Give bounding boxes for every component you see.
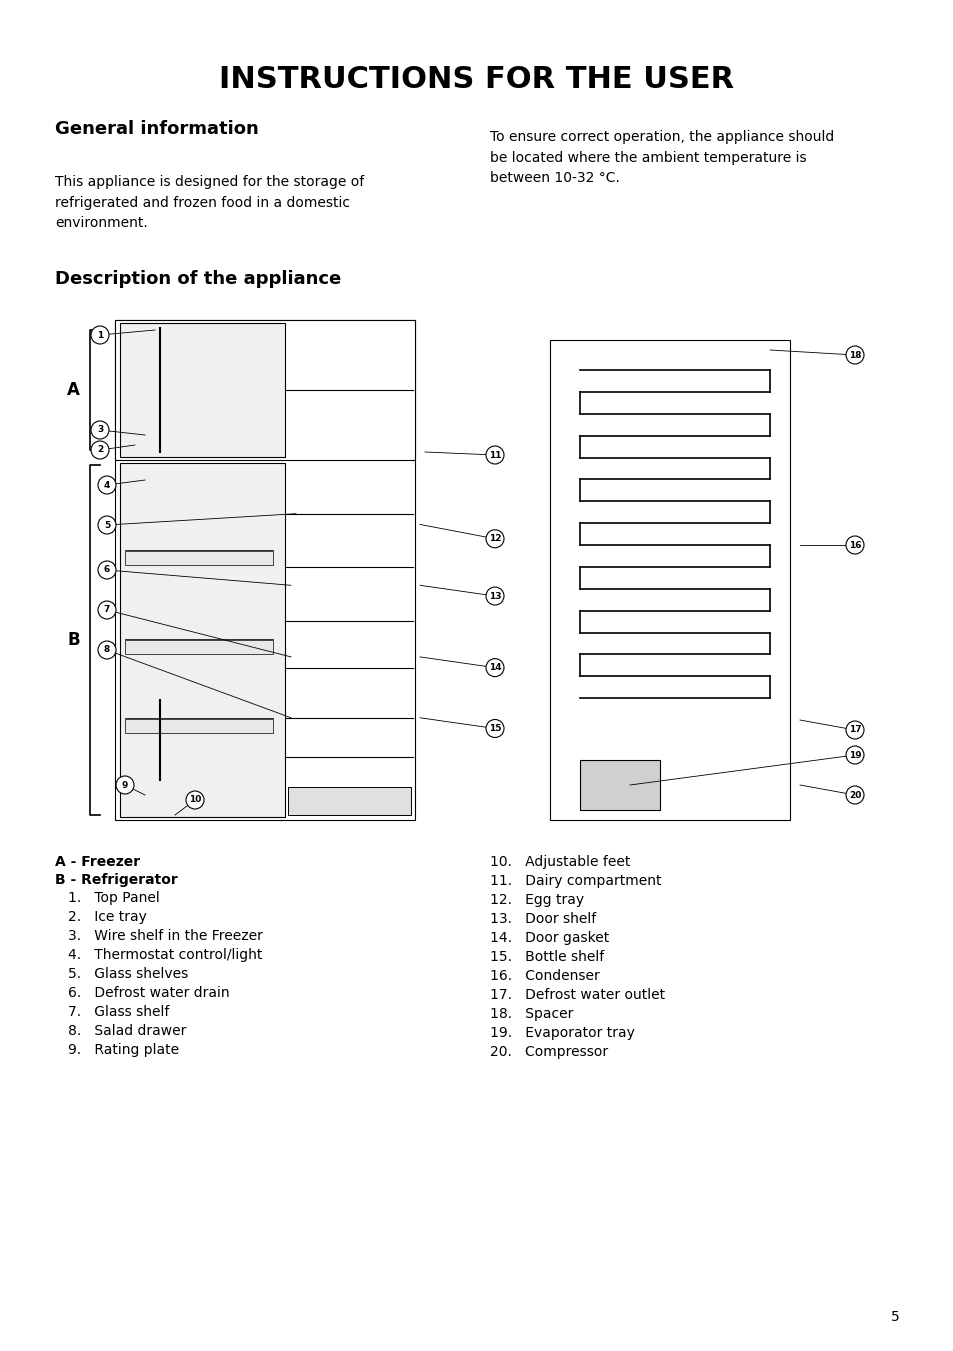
Circle shape xyxy=(485,530,503,547)
Text: 19.   Evaporator tray: 19. Evaporator tray xyxy=(490,1025,634,1040)
Circle shape xyxy=(91,440,109,459)
Text: 2.   Ice tray: 2. Ice tray xyxy=(68,911,147,924)
Text: B - Refrigerator: B - Refrigerator xyxy=(55,873,177,888)
Text: General information: General information xyxy=(55,120,258,138)
Text: 19: 19 xyxy=(848,751,861,759)
Text: 16.   Condenser: 16. Condenser xyxy=(490,969,599,984)
Text: 7: 7 xyxy=(104,605,111,615)
Text: 4: 4 xyxy=(104,481,111,489)
Bar xyxy=(125,550,273,565)
Circle shape xyxy=(845,786,863,804)
Text: 14.   Door gasket: 14. Door gasket xyxy=(490,931,609,944)
Text: To ensure correct operation, the appliance should
be located where the ambient t: To ensure correct operation, the applian… xyxy=(490,130,833,185)
Bar xyxy=(120,323,285,457)
Text: 4.   Thermostat control/light: 4. Thermostat control/light xyxy=(68,948,262,962)
Text: A - Freezer: A - Freezer xyxy=(55,855,140,869)
Text: 20.   Compressor: 20. Compressor xyxy=(490,1046,607,1059)
Text: 13.   Door shelf: 13. Door shelf xyxy=(490,912,596,925)
Bar xyxy=(125,640,273,654)
Text: 20: 20 xyxy=(848,790,861,800)
Text: 8.   Salad drawer: 8. Salad drawer xyxy=(68,1024,186,1038)
Text: 10: 10 xyxy=(189,796,201,804)
Text: 10.   Adjustable feet: 10. Adjustable feet xyxy=(490,855,630,869)
Bar xyxy=(579,761,659,811)
Text: 2: 2 xyxy=(97,446,103,454)
Text: 17: 17 xyxy=(848,725,861,735)
Bar xyxy=(550,340,789,820)
Text: This appliance is designed for the storage of
refrigerated and frozen food in a : This appliance is designed for the stora… xyxy=(55,176,364,230)
Text: B: B xyxy=(68,631,80,648)
Text: 16: 16 xyxy=(848,540,861,550)
Circle shape xyxy=(116,775,133,794)
Circle shape xyxy=(98,640,116,659)
Circle shape xyxy=(485,720,503,738)
Text: 5: 5 xyxy=(890,1310,899,1324)
Text: 15.   Bottle shelf: 15. Bottle shelf xyxy=(490,950,603,965)
Text: 13: 13 xyxy=(488,592,500,601)
Circle shape xyxy=(845,746,863,765)
Circle shape xyxy=(845,536,863,554)
Text: A: A xyxy=(67,381,80,399)
Bar xyxy=(125,719,273,732)
Circle shape xyxy=(98,476,116,494)
Text: 7.   Glass shelf: 7. Glass shelf xyxy=(68,1005,170,1019)
Circle shape xyxy=(98,561,116,580)
Text: 18: 18 xyxy=(848,350,861,359)
Circle shape xyxy=(91,422,109,439)
Bar xyxy=(115,320,415,820)
Text: 5.   Glass shelves: 5. Glass shelves xyxy=(68,967,188,981)
Text: 12: 12 xyxy=(488,534,500,543)
Bar xyxy=(115,320,415,459)
Circle shape xyxy=(845,721,863,739)
Text: 1: 1 xyxy=(97,331,103,339)
Circle shape xyxy=(485,446,503,463)
Circle shape xyxy=(485,588,503,605)
Circle shape xyxy=(91,326,109,345)
Text: 5: 5 xyxy=(104,520,110,530)
Text: 6: 6 xyxy=(104,566,110,574)
Bar xyxy=(120,463,285,817)
Text: 12.   Egg tray: 12. Egg tray xyxy=(490,893,583,907)
Text: 6.   Defrost water drain: 6. Defrost water drain xyxy=(68,986,230,1000)
Circle shape xyxy=(845,346,863,363)
Circle shape xyxy=(98,516,116,534)
Text: INSTRUCTIONS FOR THE USER: INSTRUCTIONS FOR THE USER xyxy=(219,65,734,95)
Circle shape xyxy=(485,659,503,677)
Text: 8: 8 xyxy=(104,646,110,654)
Text: 9: 9 xyxy=(122,781,128,789)
Text: 14: 14 xyxy=(488,663,500,673)
Text: 15: 15 xyxy=(488,724,500,734)
Text: 18.   Spacer: 18. Spacer xyxy=(490,1006,573,1021)
Text: Description of the appliance: Description of the appliance xyxy=(55,270,341,288)
Text: 9.   Rating plate: 9. Rating plate xyxy=(68,1043,179,1056)
Circle shape xyxy=(186,790,204,809)
Text: 1.   Top Panel: 1. Top Panel xyxy=(68,892,159,905)
Bar xyxy=(288,788,411,815)
Text: 11.   Dairy compartment: 11. Dairy compartment xyxy=(490,874,660,888)
Text: 17.   Defrost water outlet: 17. Defrost water outlet xyxy=(490,988,664,1002)
Circle shape xyxy=(98,601,116,619)
Text: 3: 3 xyxy=(97,426,103,435)
Text: 3.   Wire shelf in the Freezer: 3. Wire shelf in the Freezer xyxy=(68,929,263,943)
Text: 11: 11 xyxy=(488,450,500,459)
